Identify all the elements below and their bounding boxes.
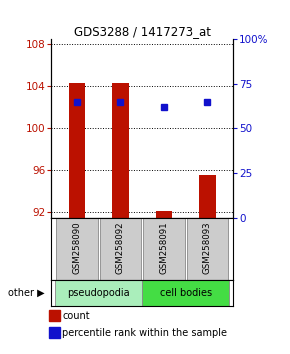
Text: GSM258091: GSM258091 [159,221,168,274]
Text: percentile rank within the sample: percentile rank within the sample [62,328,227,338]
Title: GDS3288 / 1417273_at: GDS3288 / 1417273_at [74,25,211,38]
Bar [56,218,97,280]
Bar [155,211,172,218]
Bar [49,310,59,321]
Bar [143,218,184,280]
Text: GSM258090: GSM258090 [72,221,81,274]
Bar [199,175,215,218]
Text: count: count [62,311,90,321]
Text: cell bodies: cell bodies [160,288,212,298]
Text: GSM258092: GSM258092 [116,221,125,274]
Text: GSM258093: GSM258093 [203,221,212,274]
Bar [55,280,142,306]
Bar [142,280,229,306]
Text: other ▶: other ▶ [8,288,45,298]
Bar [68,82,85,218]
Bar [100,218,141,280]
Bar [187,218,228,280]
Bar [112,82,128,218]
Bar [49,327,59,338]
Text: pseudopodia: pseudopodia [67,288,130,298]
